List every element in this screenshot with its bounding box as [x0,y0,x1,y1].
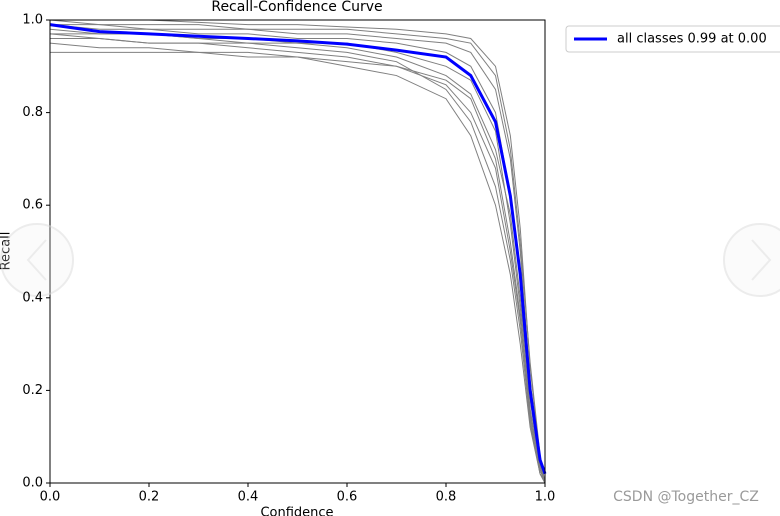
x-tick-label: 1.0 [535,490,556,505]
y-tick-label: 0.0 [22,476,43,491]
class-line [49,33,546,484]
x-tick-label: 0.2 [139,490,160,505]
class-line [49,28,546,484]
x-tick-label: 0.6 [337,490,358,505]
chart-title: Recall-Confidence Curve [211,0,382,15]
x-tick-label: 0.0 [40,490,61,505]
y-tick-label: 0.8 [22,105,43,120]
summary-line [49,23,547,475]
legend-label: all classes 0.99 at 0.00 [617,32,767,47]
prev-circle[interactable] [0,223,74,297]
class-line [50,33,546,484]
x-axis-label: Confidence [260,506,333,516]
class-line [49,42,546,484]
x-tick-label: 0.8 [436,490,457,505]
axes-frame [49,19,546,484]
class-line [49,24,546,484]
y-tick-label: 1.0 [22,13,43,28]
prev-chevron[interactable] [26,239,47,281]
plot-area [49,19,547,484]
legend-box [565,25,780,53]
y-axis-label: Recall [0,232,14,271]
next-button[interactable] [723,223,780,297]
y-tick-label: 0.4 [22,290,43,305]
class-line [50,24,546,484]
y-tick-label: 0.2 [22,383,43,398]
watermark: CSDN @Together_CZ [613,489,759,505]
class-line [49,19,546,484]
y-tick-label: 0.6 [22,198,43,213]
next-chevron[interactable] [751,239,772,281]
class-line [50,38,546,484]
next-circle[interactable] [723,223,780,297]
class-line [50,19,546,484]
class-line [50,51,546,484]
prev-button[interactable] [0,223,74,297]
x-tick-label: 0.4 [238,490,259,505]
